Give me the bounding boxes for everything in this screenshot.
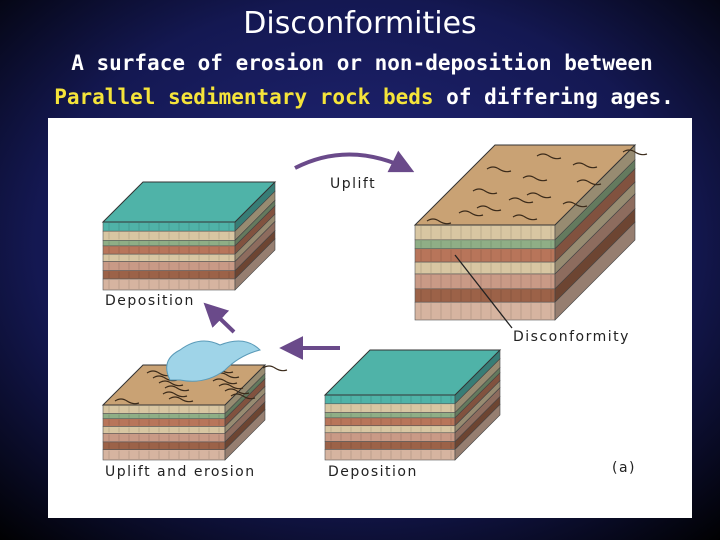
erosion-mark xyxy=(158,380,184,387)
layer-front xyxy=(102,441,226,450)
erosion-mark xyxy=(622,149,648,156)
layer-front xyxy=(324,441,456,450)
subtitle-line2: Parallel sedimentary rock beds of differ… xyxy=(54,85,674,109)
erosion-mark xyxy=(114,398,140,405)
layer-side xyxy=(224,408,266,461)
erosion-mark xyxy=(152,375,178,382)
erosion-mark xyxy=(476,205,502,212)
erosion-mark xyxy=(224,388,250,395)
layer-front xyxy=(102,404,226,414)
layer-front xyxy=(102,413,226,420)
erosion-mark xyxy=(426,218,452,225)
layer-top xyxy=(101,364,267,406)
label-uplift: Uplift xyxy=(330,176,376,192)
label-panel: (a) xyxy=(612,460,636,476)
layer-front xyxy=(102,449,226,461)
erosion-mark xyxy=(486,166,512,173)
subtitle-line1: A surface of erosion or non-deposition b… xyxy=(71,51,653,75)
layer-front xyxy=(414,273,556,290)
arrow-uplift xyxy=(294,150,415,173)
layer-front xyxy=(324,425,456,434)
erosion-mark xyxy=(536,153,562,160)
layer-front xyxy=(102,418,226,427)
erosion-mark xyxy=(162,391,188,398)
erosion-mark xyxy=(572,162,598,169)
water-splash xyxy=(166,340,261,382)
layer-front xyxy=(324,394,456,405)
erosion-mark xyxy=(458,210,484,217)
layer-front xyxy=(102,426,226,434)
arrow-deposition xyxy=(203,302,236,334)
layer-top xyxy=(323,349,502,396)
label-deposition-bottom: Deposition xyxy=(328,464,418,480)
layer-front xyxy=(324,449,456,461)
layer-top xyxy=(413,144,637,226)
layer-top xyxy=(101,181,277,223)
erosion-mark xyxy=(508,197,534,204)
layer-front xyxy=(414,301,556,321)
erosion-mark xyxy=(522,175,548,182)
layer-front xyxy=(324,432,456,442)
erosion-mark xyxy=(512,214,538,221)
subtitle-rest: of differing ages. xyxy=(434,85,674,109)
label-uplift-erosion: Uplift and erosion xyxy=(105,464,256,480)
erosion-mark xyxy=(230,393,256,400)
subtitle-highlight: Parallel sedimentary rock beds xyxy=(54,85,433,109)
erosion-mark xyxy=(168,396,194,403)
erosion-mark xyxy=(576,179,602,186)
layer-side xyxy=(234,238,276,291)
layer-side xyxy=(454,403,501,461)
erosion-mark xyxy=(146,370,172,377)
layer-side xyxy=(554,221,636,321)
layer-front xyxy=(414,248,556,263)
label-deposition: Deposition xyxy=(105,293,195,309)
layer-front xyxy=(414,239,556,250)
erosion-mark xyxy=(218,383,244,390)
erosion-mark xyxy=(526,192,552,199)
label-disconformity: Disconformity xyxy=(513,329,630,345)
layer-front xyxy=(324,412,456,419)
erosion-mark xyxy=(472,188,498,195)
layer-front xyxy=(324,403,456,413)
erosion-mark xyxy=(562,201,588,208)
layer-front xyxy=(102,433,226,443)
layer-front xyxy=(414,288,556,303)
layer-front xyxy=(414,224,556,241)
layer-front xyxy=(414,261,556,275)
disconformity-pointer xyxy=(454,254,513,329)
erosion-mark xyxy=(262,365,288,372)
erosion-mark xyxy=(212,378,238,385)
title: Disconformities xyxy=(243,6,476,41)
layer-front xyxy=(324,417,456,427)
erosion-mark xyxy=(164,385,190,392)
blocks xyxy=(101,144,648,461)
